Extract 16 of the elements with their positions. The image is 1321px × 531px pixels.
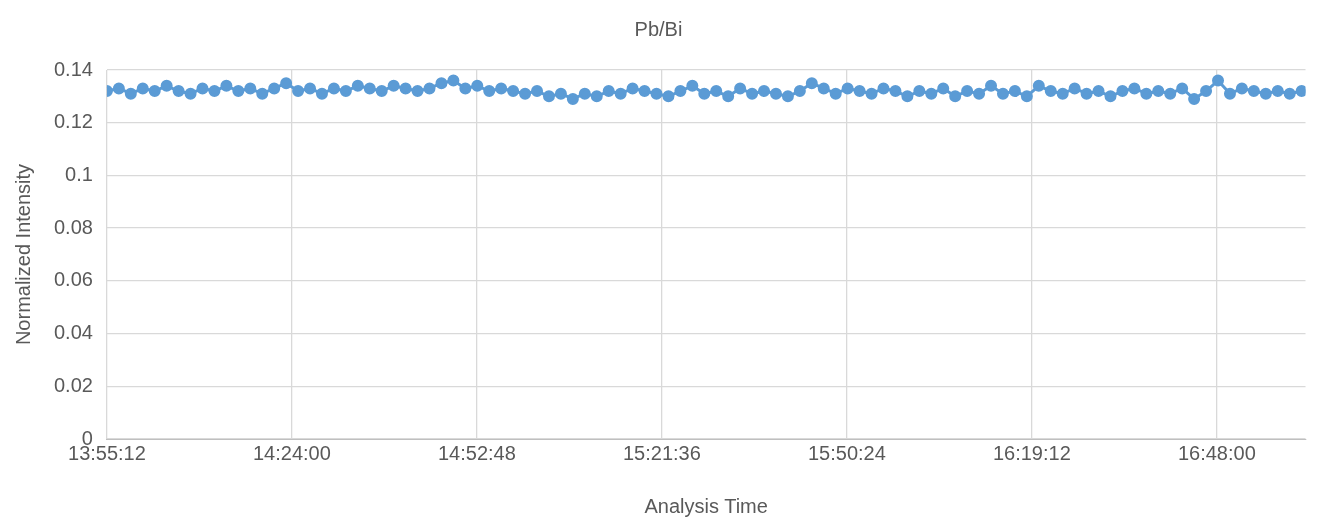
y-tick-label: 0.04 <box>53 321 93 344</box>
x-tick-label: 14:24:00 <box>252 441 331 464</box>
x-tick-label: 16:48:00 <box>1177 441 1256 464</box>
y-tick-label: 0.1 <box>65 162 93 185</box>
chart-title: Pb/Bi <box>634 17 683 40</box>
y-tick-label: 0.14 <box>53 57 93 80</box>
y-tick-label: 0.02 <box>53 373 93 396</box>
x-tick-label: 15:50:24 <box>807 441 886 464</box>
x-tick-label: 14:52:48 <box>437 441 516 464</box>
x-axis-title: Analysis Time <box>644 494 768 517</box>
y-tick-label: 0.12 <box>53 110 93 133</box>
y-tick-label: 0.08 <box>53 215 93 238</box>
y-axis-title: Normalized Intensity <box>11 163 34 346</box>
x-tick-label: 16:19:12 <box>992 441 1071 464</box>
y-tick-label: 0.06 <box>53 268 93 291</box>
x-tick-label: 15:21:36 <box>622 441 701 464</box>
